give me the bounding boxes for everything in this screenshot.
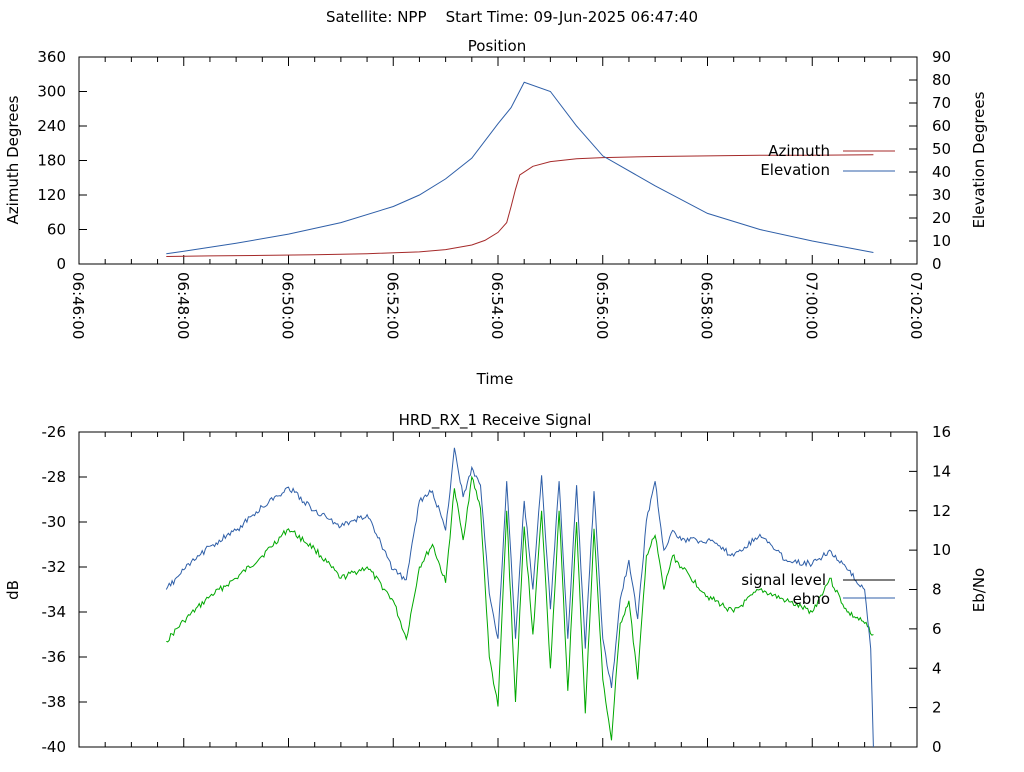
legend-signal-level-label: signal level xyxy=(741,571,826,589)
position-y-tick-label: 60 xyxy=(47,221,66,239)
position-y2-tick-label: 70 xyxy=(932,94,951,112)
position-x-tick-label: 07:00:00 xyxy=(802,272,820,339)
position-x-tick-label: 06:56:00 xyxy=(593,272,611,339)
signal-y-tick-label: -34 xyxy=(42,603,67,621)
signal-y-tick-label: -30 xyxy=(42,513,67,531)
position-y2-tick-label: 60 xyxy=(932,117,951,135)
position-plot-frame xyxy=(78,56,918,265)
legend-ebno-label: ebno xyxy=(793,590,830,608)
position-y-tick-label: 240 xyxy=(37,117,66,135)
signal-y-tick-label: -26 xyxy=(42,423,67,441)
position-y-tick-label: 0 xyxy=(56,255,66,273)
position-y2-tick-label: 40 xyxy=(932,163,951,181)
page-title: Satellite: NPP Start Time: 09-Jun-2025 0… xyxy=(326,8,698,26)
position-y-tick-label: 120 xyxy=(37,186,66,204)
legend-elevation-label: Elevation xyxy=(760,161,830,179)
position-y2-tick-label: 0 xyxy=(932,255,942,273)
signal-ticks: -26 -28 -30 -32 -34 -36 -38 -40 0 2 4 6 8 10 12 14 16 xyxy=(42,423,952,756)
signal-y2-tick-label: 10 xyxy=(932,541,951,559)
signal-y2-tick-label: 6 xyxy=(932,620,942,638)
position-y2-tick-label: 20 xyxy=(932,209,951,227)
position-chart-title: Position xyxy=(468,37,526,55)
position-y-axis-label: Azimuth Degrees xyxy=(4,95,22,224)
legend-azimuth-label: Azimuth xyxy=(768,142,830,160)
position-x-tick-label: 06:54:00 xyxy=(488,272,506,339)
position-y-tick-label: 300 xyxy=(37,83,66,101)
signal-y-tick-label: -28 xyxy=(42,468,67,486)
signal-y2-tick-label: 0 xyxy=(932,738,942,756)
signal-y-axis-label: dB xyxy=(4,580,22,600)
signal-y2-tick-label: 2 xyxy=(932,699,942,717)
signal-y2-tick-label: 8 xyxy=(932,581,942,599)
signal-y-tick-label: -40 xyxy=(42,738,67,756)
signal-plot-frame xyxy=(78,431,918,748)
position-legend: Azimuth Elevation xyxy=(760,142,895,179)
signal-y2-axis-label: Eb/No xyxy=(970,568,988,612)
signal-y-tick-label: -32 xyxy=(42,558,67,576)
signal-chart: HRD_RX_1 Receive Signal -26-28-30-32-34-… xyxy=(4,411,988,756)
signal-y2-tick-label: 4 xyxy=(932,659,942,677)
position-y2-tick-label: 30 xyxy=(932,186,951,204)
position-y2-tick-label: 50 xyxy=(932,140,951,158)
signal-legend: signal level ebno xyxy=(741,571,895,608)
position-y2-tick-label: 80 xyxy=(932,71,951,89)
position-x-tick-label: 07:02:00 xyxy=(907,272,925,339)
position-x-tick-label: 06:48:00 xyxy=(174,272,192,339)
position-x-axis-label: Time xyxy=(476,370,514,388)
position-chart: Position 0 60 120 180 240 300 360 0 10 20 30 40 50 60… xyxy=(4,37,988,388)
position-ticks: 0 60 120 180 240 300 360 0 10 20 30 40 50 60 70 80 90 06:… xyxy=(37,48,951,339)
position-x-tick-label: 06:58:00 xyxy=(698,272,716,339)
position-y2-tick-label: 90 xyxy=(932,48,951,66)
signal-chart-title: HRD_RX_1 Receive Signal xyxy=(399,411,592,430)
position-x-tick-label: 06:46:00 xyxy=(69,272,87,339)
signal-y2-tick-label: 14 xyxy=(932,462,951,480)
signal-y2-tick-label: 12 xyxy=(932,502,951,520)
position-x-tick-label: 06:52:00 xyxy=(383,272,401,339)
signal-y-tick-label: -38 xyxy=(42,693,67,711)
position-y2-axis-label: Elevation Degrees xyxy=(970,91,988,228)
signal-level-series-line xyxy=(166,475,874,741)
position-y2-tick-label: 10 xyxy=(932,232,951,250)
ebno-series-line xyxy=(165,447,874,748)
position-y-tick-label: 180 xyxy=(37,152,66,170)
signal-y2-tick-label: 16 xyxy=(932,423,951,441)
elevation-series-line xyxy=(166,81,874,255)
azimuth-series-line xyxy=(166,154,874,257)
signal-y-tick-label: -36 xyxy=(42,648,67,666)
position-x-tick-label: 06:50:00 xyxy=(279,272,297,339)
position-y-tick-label: 360 xyxy=(37,48,66,66)
